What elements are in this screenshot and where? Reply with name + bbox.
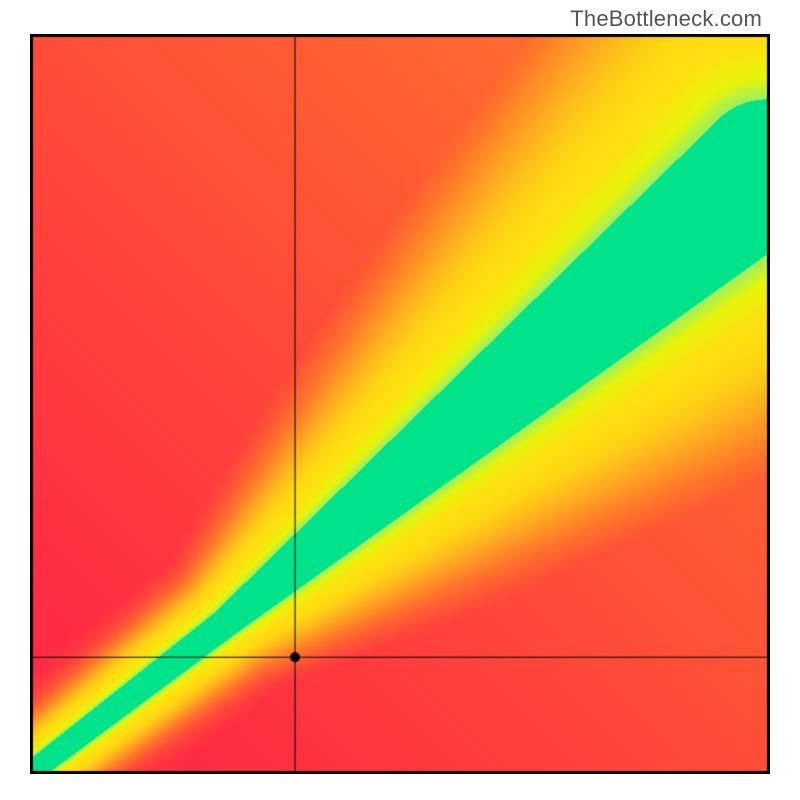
heatmap-canvas — [30, 34, 770, 774]
chart-container: TheBottleneck.com — [0, 0, 800, 800]
plot-frame — [30, 34, 770, 774]
watermark-text: TheBottleneck.com — [570, 6, 762, 32]
